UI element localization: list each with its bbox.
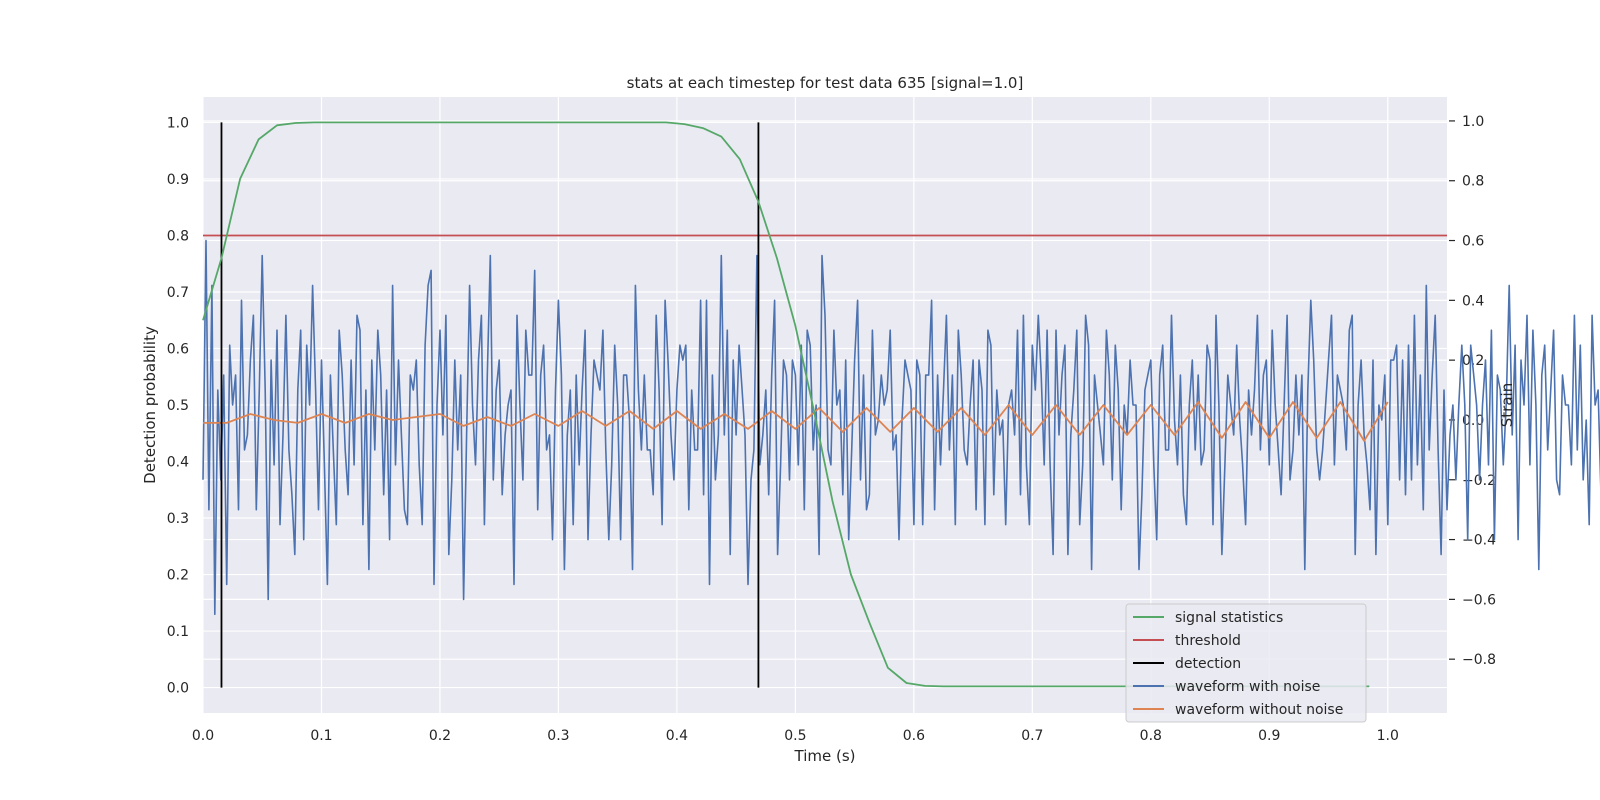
x-tick-label: 0.0 <box>192 728 214 744</box>
y2-tick-label: 0.0 <box>1462 413 1484 429</box>
legend-label-waveform-without-noise: waveform without noise <box>1175 702 1343 718</box>
legend-label-detection: detection <box>1175 656 1241 672</box>
x-tick-label: 0.9 <box>1258 728 1280 744</box>
y-axis-label: Detection probability <box>141 326 159 484</box>
y-tick-label: 0.4 <box>167 455 189 471</box>
chart-title: stats at each timestep for test data 635… <box>627 74 1024 92</box>
x-tick-label: 0.3 <box>547 728 569 744</box>
right-axis-ticks: −0.8 −0.6 −0.4 −0.2 0.0 0.2 0.4 0.6 0.8 1.0 <box>1449 114 1496 668</box>
x-axis-ticks: 0.0 0.1 0.2 0.3 0.4 0.5 0.6 0.7 0.8 0.9 1.0 <box>192 728 1399 744</box>
x-tick-label: 0.5 <box>784 728 806 744</box>
y2-tick-label: 0.8 <box>1462 174 1484 190</box>
y-tick-label: 0.1 <box>167 624 189 640</box>
x-tick-label: 0.1 <box>310 728 332 744</box>
legend-label-threshold: threshold <box>1175 633 1241 649</box>
y-tick-label: 0.6 <box>167 341 189 357</box>
y-tick-label: 0.3 <box>167 511 189 527</box>
y2-tick-label: −0.8 <box>1462 652 1496 668</box>
series-signal-statistics-line <box>202 121 1370 688</box>
y2-tick-label: −0.6 <box>1462 592 1496 608</box>
x-tick-label: 0.6 <box>903 728 925 744</box>
legend-label-signal-statistics: signal statistics <box>1175 610 1283 626</box>
series-waveform-with-noise-line <box>202 239 1600 616</box>
y-tick-label: 0.0 <box>167 681 189 697</box>
x-tick-label: 0.7 <box>1021 728 1043 744</box>
y2-tick-label: 0.4 <box>1462 293 1484 309</box>
y2-tick-label: 0.2 <box>1462 353 1484 369</box>
y-tick-label: 0.7 <box>167 285 189 301</box>
y-tick-label: 1.0 <box>167 115 189 131</box>
y-tick-label: 0.5 <box>167 398 189 414</box>
series-layer <box>202 121 1600 688</box>
x-axis-label: Time (s) <box>794 747 856 765</box>
x-tick-label: 0.4 <box>666 728 688 744</box>
y-tick-label: 0.9 <box>167 172 189 188</box>
legend: signal statistics threshold detection wa… <box>1125 603 1367 723</box>
x-tick-label: 1.0 <box>1377 728 1399 744</box>
y2-tick-label: −0.2 <box>1462 473 1496 489</box>
legend-box <box>1125 603 1367 723</box>
y-tick-label: 0.8 <box>167 228 189 244</box>
left-axis-ticks: 0.0 0.1 0.2 0.3 0.4 0.5 0.6 0.7 0.8 0.9 1.0 <box>167 115 189 696</box>
y-tick-label: 0.2 <box>167 568 189 584</box>
x-tick-label: 0.2 <box>429 728 451 744</box>
legend-label-waveform-with-noise: waveform with noise <box>1175 679 1320 695</box>
series-waveform-without-noise-line <box>203 401 1389 442</box>
y2-tick-label: −0.4 <box>1462 533 1496 549</box>
y2-axis-label: Strain <box>1498 383 1516 427</box>
y2-tick-label: 0.6 <box>1462 234 1484 250</box>
x-tick-label: 0.8 <box>1140 728 1162 744</box>
y2-tick-label: 1.0 <box>1462 114 1484 130</box>
